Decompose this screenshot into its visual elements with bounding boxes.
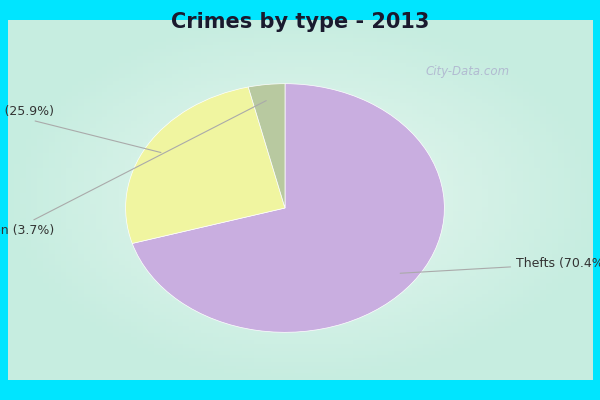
Text: Burglaries (25.9%): Burglaries (25.9%) [0, 104, 161, 152]
Wedge shape [125, 87, 285, 244]
Text: City-Data.com: City-Data.com [426, 66, 510, 78]
Wedge shape [248, 84, 285, 208]
Text: Arson (3.7%): Arson (3.7%) [0, 101, 266, 237]
Text: Crimes by type - 2013: Crimes by type - 2013 [171, 12, 429, 32]
Wedge shape [132, 84, 445, 332]
Text: Thefts (70.4%): Thefts (70.4%) [400, 258, 600, 273]
